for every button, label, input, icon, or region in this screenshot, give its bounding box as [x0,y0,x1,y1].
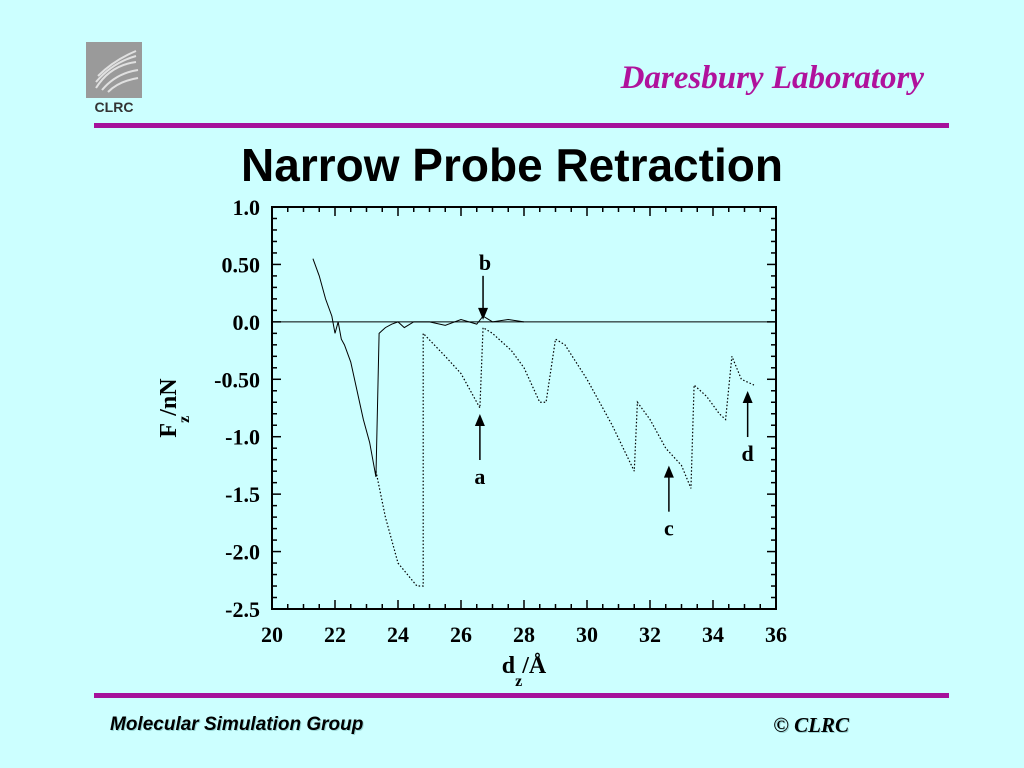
y-axis-label-unit: /nN [156,378,182,417]
annotation-label: c [664,516,674,541]
annotation-label: d [742,441,754,466]
x-axis-label-sub: z [515,673,522,690]
axis-ticks [271,206,777,610]
annotation-label: a [474,464,485,489]
top-divider [94,123,949,128]
annotation-arrow-head [478,307,489,320]
page-title: Narrow Probe Retraction [241,139,783,191]
x-axis-label-unit: /Å [521,653,547,679]
annotation-arrow-head [663,465,674,478]
solid-series-line [312,258,525,478]
annotation-d: d [742,391,754,466]
logo-text: CLRC [95,99,134,115]
x-tick-label: 34 [702,622,724,647]
footer-copyright: © CLRC [773,713,849,737]
footer-group: Molecular Simulation Group [110,714,364,735]
bottom-divider [94,693,949,698]
annotation-label: b [479,250,491,275]
x-tick-label: 36 [765,622,787,647]
y-tick-label: 1.0 [233,195,261,220]
x-tick-label: 20 [261,622,283,647]
y-tick-label: -1.0 [225,425,260,450]
clrc-logo: CLRC [86,42,142,115]
annotation-arrow-head [742,391,753,404]
y-tick-label: 0.0 [233,310,261,335]
x-axis-label-main: d [502,653,516,679]
annotation-b: b [478,250,491,320]
x-tick-label: 28 [513,622,535,647]
y-axis-label-sub: z [176,416,193,423]
annotation-arrow-head [474,414,485,426]
plot-frame [271,206,777,610]
organization-name: Daresbury Laboratory [620,60,924,96]
y-tick-label: -1.5 [225,482,260,507]
x-tick-label: 30 [576,622,598,647]
y-tick-label: -2.0 [225,540,260,565]
dotted-series-line [375,326,755,587]
annotation-a: a [474,414,485,489]
x-axis-label: dz/Å [502,653,547,690]
y-tick-label: -0.50 [214,367,260,392]
x-tick-label: 32 [639,622,661,647]
annotation-c: c [663,465,674,541]
y-tick-label: 0.50 [222,252,261,277]
y-axis-label: Fz/nN [156,378,193,438]
series-layer [312,258,755,587]
y-axis-label-main: F [156,423,182,438]
x-tick-label: 22 [324,622,346,647]
annotation-layer: b a c d [474,250,753,541]
y-tick-label: -2.5 [225,597,260,622]
x-tick-label: 24 [387,622,409,647]
x-tick-label: 26 [450,622,472,647]
tick-labels: 20 22 24 26 28 30 32 34 36 1.0 0.50 0.0 -0.50 -1.0 -1.… [214,195,787,647]
